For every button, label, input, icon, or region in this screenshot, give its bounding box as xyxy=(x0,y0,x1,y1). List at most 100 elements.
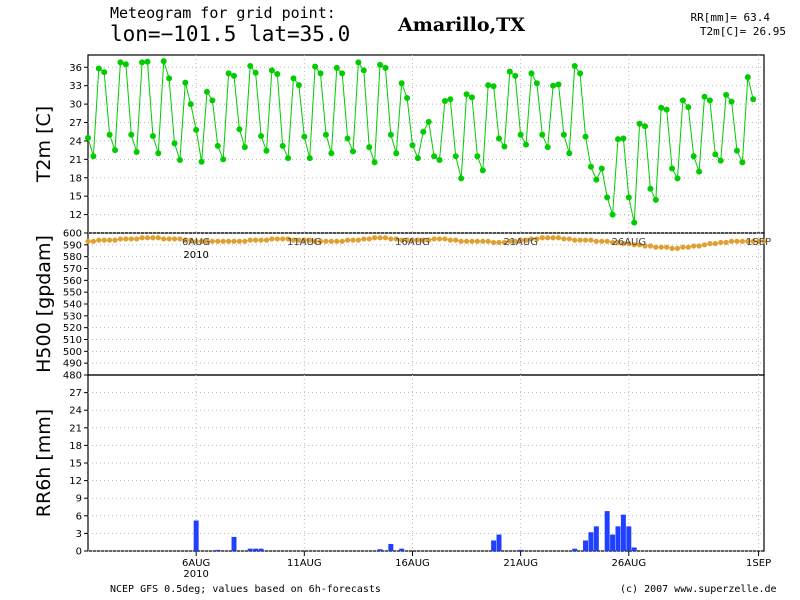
h500-data-point xyxy=(647,243,654,249)
h500-data-point xyxy=(485,238,491,244)
t2m-data-point xyxy=(290,75,297,82)
t2m-data-point xyxy=(128,131,135,138)
h500-data-point xyxy=(539,235,545,241)
t2m-data-point xyxy=(295,82,302,89)
t2m-data-point xyxy=(712,151,719,158)
t2m-ytick-label: 21 xyxy=(69,155,82,166)
h500-data-point xyxy=(734,238,740,244)
t2m-data-point xyxy=(139,59,146,66)
h500-data-point xyxy=(631,242,637,248)
h500-data-point xyxy=(366,236,372,242)
t2m-data-point xyxy=(452,153,459,160)
h500-data-point xyxy=(723,239,729,246)
rr6h-bar xyxy=(583,540,589,551)
t2m-data-point xyxy=(523,141,530,148)
h500-data-point xyxy=(512,238,518,244)
h500-ytick-label: 580 xyxy=(63,252,82,263)
rr6h-bar xyxy=(610,534,616,551)
h500-data-point xyxy=(582,237,589,243)
t2m-data-point xyxy=(322,131,329,138)
t2m-data-point xyxy=(187,101,194,108)
mean-temperature-stat: T2m[C]= 26.95 xyxy=(699,25,786,38)
t2m-data-point xyxy=(674,175,681,182)
h500-data-point xyxy=(669,245,675,251)
t2m-data-point xyxy=(117,59,124,66)
h500-data-point xyxy=(480,238,486,244)
h500-data-point xyxy=(680,244,686,250)
t2m-data-point xyxy=(398,80,405,87)
h500-data-point xyxy=(431,236,437,242)
h500-date-label: 6AUG xyxy=(182,237,210,248)
meteogram-title-line1: Meteogram for grid point: xyxy=(110,4,336,22)
h500-data-point xyxy=(382,235,389,241)
t2m-data-point xyxy=(496,135,503,142)
t2m-data-point xyxy=(182,79,189,86)
t2m-data-point xyxy=(490,83,497,90)
h500-data-point xyxy=(269,236,275,242)
t2m-data-point xyxy=(214,142,221,149)
h500-data-point xyxy=(712,241,718,247)
rr6h-ytick-label: 18 xyxy=(69,441,82,452)
h500-data-point xyxy=(528,236,535,242)
h500-data-point xyxy=(182,237,188,243)
t2m-data-point xyxy=(377,61,384,68)
h500-data-point xyxy=(231,238,237,244)
h500-data-point xyxy=(491,239,497,246)
h500-data-point xyxy=(409,237,416,243)
rr6h-ytick-label: 24 xyxy=(69,406,82,417)
rr6h-bar xyxy=(491,540,497,551)
h500-data-point xyxy=(523,237,529,243)
t2m-data-point xyxy=(609,211,616,218)
h500-data-point xyxy=(755,238,762,244)
rr6h-ytick-label: 27 xyxy=(69,388,82,399)
h500-data-point xyxy=(566,236,572,242)
h500-data-point xyxy=(317,238,324,244)
t2m-data-point xyxy=(328,150,335,157)
t2m-data-point xyxy=(642,123,649,130)
h500-data-point xyxy=(555,235,562,241)
t2m-data-point xyxy=(631,219,638,226)
h500-data-point xyxy=(253,237,259,243)
h500-data-point xyxy=(501,239,508,246)
t2m-data-point xyxy=(312,63,319,70)
h500-data-point xyxy=(334,238,340,244)
t2m-data-point xyxy=(728,98,735,105)
t2m-data-point xyxy=(669,165,676,172)
t2m-data-point xyxy=(344,135,351,142)
h500-ytick-label: 490 xyxy=(63,359,82,370)
t2m-data-point xyxy=(436,156,443,163)
t2m-data-point xyxy=(263,147,270,154)
t2m-data-point xyxy=(198,158,205,165)
h500-data-point xyxy=(426,237,432,243)
h500-data-point xyxy=(745,238,751,244)
h500-data-point xyxy=(285,236,291,242)
t2m-data-point xyxy=(614,136,621,143)
t2m-data-point xyxy=(176,156,183,163)
h500-ytick-label: 550 xyxy=(63,288,82,299)
h500-data-point xyxy=(453,237,459,243)
t2m-ytick-label: 33 xyxy=(69,81,82,92)
t2m-data-point xyxy=(625,194,632,201)
h500-data-point xyxy=(361,236,367,242)
h500-ytick-label: 570 xyxy=(63,264,82,275)
h500-data-point xyxy=(96,237,102,243)
x-tick-label: 6AUG xyxy=(182,558,210,569)
rr6h-bar xyxy=(496,534,502,551)
t2m-data-point xyxy=(425,118,432,125)
h500-data-point xyxy=(290,237,297,243)
h500-data-point xyxy=(658,244,664,250)
h500-year-label: 2010 xyxy=(183,250,208,261)
t2m-data-point xyxy=(647,185,654,192)
h500-data-point xyxy=(161,236,167,242)
h500-data-point xyxy=(312,238,318,244)
h500-data-point xyxy=(642,243,648,249)
h500-data-point xyxy=(620,241,626,247)
t2m-data-point xyxy=(750,96,757,103)
rr6h-ytick-label: 12 xyxy=(69,476,82,487)
h500-data-point xyxy=(436,236,443,242)
t2m-data-point xyxy=(404,94,411,101)
h500-data-point xyxy=(463,238,470,244)
h500-data-point xyxy=(626,241,632,247)
h500-data-point xyxy=(323,238,329,244)
meteogram-title-coordinates: lon=−101.5 lat=35.0 xyxy=(110,22,351,46)
